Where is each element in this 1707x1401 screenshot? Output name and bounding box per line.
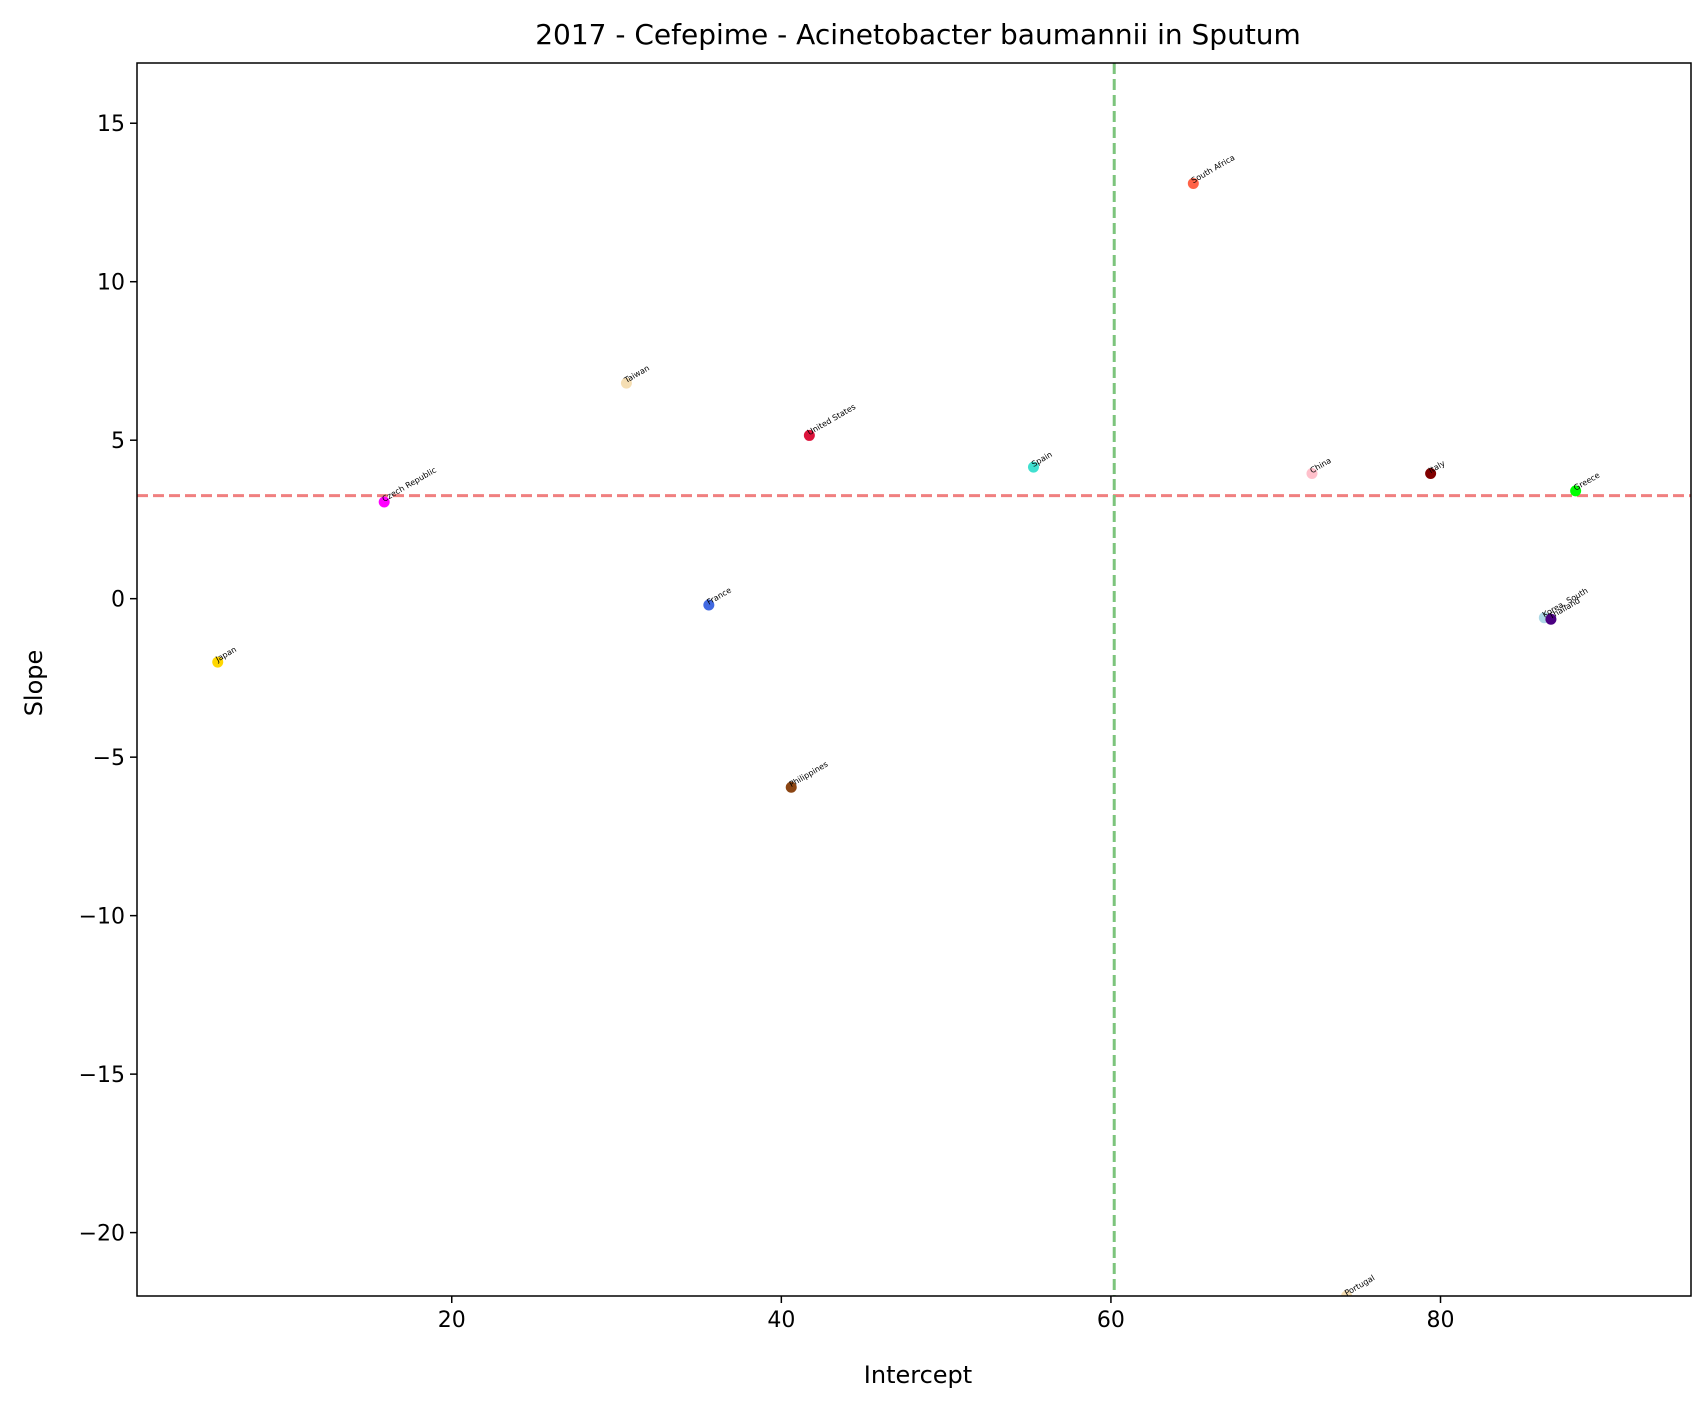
x-tick-label: 60	[1097, 1308, 1125, 1333]
data-point	[212, 656, 224, 668]
y-tick-label: −10	[79, 905, 125, 930]
reference-lines	[137, 63, 1691, 1296]
y-axis-label: Slope	[20, 650, 48, 717]
y-axis-ticks: 15 10 5 0 −5 −10 −15 −20	[79, 112, 137, 1247]
data-point	[1341, 1290, 1353, 1296]
plot-area-frame	[136, 62, 1692, 1297]
data-point	[803, 429, 815, 441]
x-axis-ticks: 20 40 60 80	[438, 1296, 1455, 1333]
x-tick-label: 40	[767, 1308, 795, 1333]
x-axis-label: Intercept	[864, 1361, 972, 1389]
data-point	[1027, 461, 1039, 473]
data-point	[378, 496, 390, 508]
data-point	[620, 377, 632, 389]
data-point	[1425, 467, 1437, 479]
data-point	[1545, 613, 1557, 625]
y-tick-label: 10	[97, 271, 125, 296]
x-tick-label: 80	[1427, 1308, 1455, 1333]
data-point	[703, 599, 715, 611]
y-tick-label: −20	[79, 1222, 125, 1247]
y-tick-label: 0	[111, 588, 125, 613]
y-tick-label: −15	[79, 1063, 125, 1088]
data-point	[1570, 485, 1582, 497]
y-tick-label: 15	[97, 112, 125, 137]
data-point	[1187, 177, 1199, 189]
data-point	[1306, 467, 1318, 479]
x-tick-label: 20	[438, 1308, 466, 1333]
y-tick-label: 5	[111, 429, 125, 454]
data-point	[785, 781, 797, 793]
chart-title: 2017 - Cefepime - Acinetobacter baumanni…	[535, 18, 1301, 51]
y-tick-label: −5	[93, 746, 125, 771]
